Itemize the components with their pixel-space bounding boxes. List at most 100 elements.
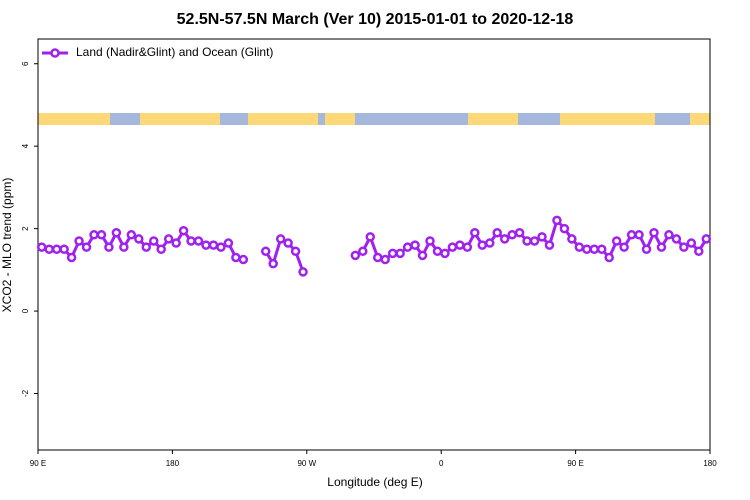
data-point xyxy=(208,240,219,250)
data-point xyxy=(477,240,488,250)
data-point xyxy=(223,238,234,248)
data-point xyxy=(611,236,622,246)
data-point xyxy=(350,250,361,261)
y-tick-label: 2 xyxy=(21,226,30,231)
data-point xyxy=(574,242,585,252)
data-point xyxy=(582,244,592,254)
data-point xyxy=(604,252,614,263)
data-point xyxy=(283,238,293,248)
legend-marker xyxy=(50,48,60,58)
data-point xyxy=(641,244,652,254)
data-point xyxy=(694,246,704,257)
data-point xyxy=(537,232,547,242)
y-tick-label: -2 xyxy=(21,389,30,397)
data-point xyxy=(134,234,144,244)
data-point xyxy=(231,252,241,263)
data-point xyxy=(380,254,390,265)
data-point xyxy=(193,236,204,246)
data-point xyxy=(275,234,286,244)
data-point xyxy=(686,238,697,248)
data-point xyxy=(387,248,398,259)
data-point xyxy=(74,236,84,246)
data-point xyxy=(171,238,181,248)
data-point xyxy=(298,267,308,277)
data-point xyxy=(492,228,502,238)
x-tick-label: 180 xyxy=(703,459,717,468)
data-point xyxy=(66,252,77,263)
data-point xyxy=(358,246,368,257)
x-axis-label: Longitude (deg E) xyxy=(327,475,422,489)
chart-title: 52.5N-57.5N March (Ver 10) 2015-01-01 to… xyxy=(177,11,574,28)
data-point xyxy=(201,240,211,250)
y-axis-label: XCO2 - MLO trend (ppm) xyxy=(0,178,14,313)
data-point xyxy=(290,246,301,257)
data-point xyxy=(417,250,428,261)
data-point xyxy=(410,240,420,250)
data-point xyxy=(619,242,629,252)
series-line xyxy=(41,217,708,273)
data-point xyxy=(440,248,450,259)
data-point xyxy=(268,258,278,269)
data-point xyxy=(395,248,405,259)
data-point xyxy=(499,234,510,244)
data-point xyxy=(596,244,607,254)
legend-label: Land (Nadir&Glint) and Ocean (Glint) xyxy=(76,45,273,59)
data-point xyxy=(671,234,682,244)
data-point xyxy=(119,242,129,252)
x-tick-label: 90 E xyxy=(567,459,583,468)
data-point xyxy=(484,238,495,248)
data-point xyxy=(156,244,166,254)
data-point xyxy=(656,242,667,252)
land-ocean-strip xyxy=(38,113,710,125)
x-tick-label: 90 E xyxy=(30,459,46,468)
data-point xyxy=(507,230,517,240)
data-point xyxy=(141,242,152,252)
data-point xyxy=(447,242,458,252)
data-point xyxy=(567,234,577,244)
data-point xyxy=(589,244,600,254)
data-point xyxy=(59,244,69,254)
data-point xyxy=(372,252,383,263)
data-point xyxy=(260,246,271,257)
x-tick-label: 0 xyxy=(439,459,444,468)
data-point xyxy=(365,232,376,242)
y-tick-label: 4 xyxy=(21,143,30,148)
y-tick-label: 0 xyxy=(21,308,30,313)
data-point xyxy=(522,236,532,246)
x-tick-label: 90 W xyxy=(297,459,316,468)
data-point xyxy=(514,228,525,238)
data-point xyxy=(36,242,47,252)
data-point xyxy=(186,236,196,246)
data-point xyxy=(104,242,114,252)
data-point xyxy=(455,240,465,250)
x-tick-label: 180 xyxy=(166,459,180,468)
data-point xyxy=(544,240,555,250)
data-point xyxy=(178,225,189,236)
data-point xyxy=(432,246,443,257)
data-point xyxy=(552,215,562,226)
data-point xyxy=(163,234,174,244)
data-point xyxy=(425,236,435,246)
data-point xyxy=(96,230,107,240)
data-point xyxy=(649,228,659,238)
data-point xyxy=(679,242,689,252)
data-point xyxy=(51,244,62,254)
data-point xyxy=(634,230,644,240)
data-point xyxy=(470,228,480,238)
data-point xyxy=(402,242,413,252)
data-point xyxy=(216,242,226,252)
data-point xyxy=(81,242,92,252)
data-point xyxy=(701,234,712,244)
data-point xyxy=(462,242,473,252)
data-point xyxy=(664,230,674,240)
data-point xyxy=(148,236,159,246)
data-point xyxy=(126,230,137,240)
data-point xyxy=(238,254,249,265)
data-point xyxy=(111,228,122,238)
data-point xyxy=(559,223,570,234)
data-point xyxy=(529,236,540,246)
data-point xyxy=(89,230,99,240)
data-point xyxy=(626,230,637,240)
y-tick-label: 6 xyxy=(21,61,30,66)
